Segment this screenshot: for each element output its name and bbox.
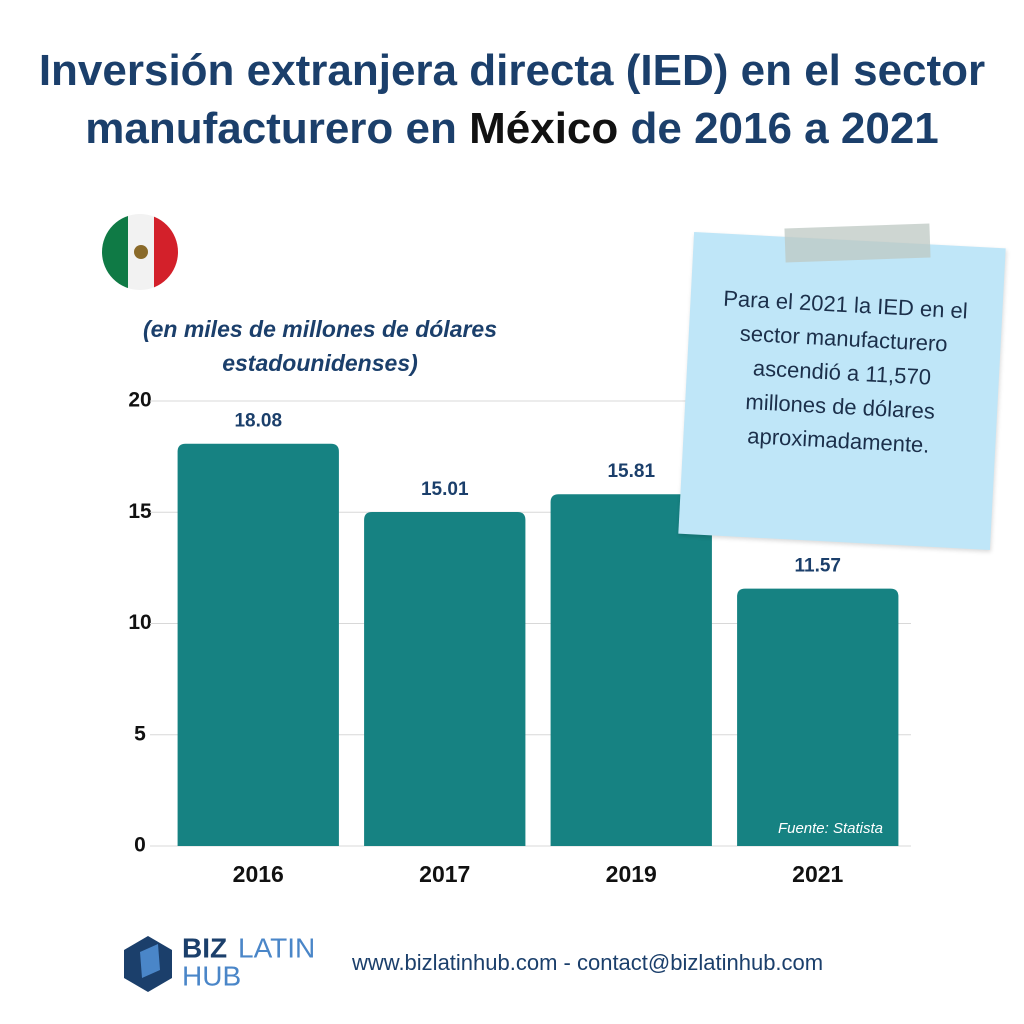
x-tick-label: 2021	[792, 861, 843, 887]
mexico-flag	[102, 214, 178, 290]
note-text: Para el 2021 la IED en el sector manufac…	[722, 285, 969, 458]
value-label: 15.01	[421, 479, 469, 500]
y-tick-label: 0	[134, 834, 146, 857]
bar	[177, 443, 339, 846]
source: Fuente: Statista	[778, 820, 883, 837]
bar	[364, 512, 526, 846]
logo-icon	[124, 936, 172, 992]
subtitle: (en miles de millones de dólares estadou…	[142, 316, 498, 376]
bar	[737, 588, 899, 846]
title-part: México	[469, 104, 619, 153]
y-tick-label: 5	[134, 722, 146, 745]
value-label: 11.57	[795, 556, 842, 577]
logo-biz: BIZ	[182, 932, 227, 963]
value-label: 15.81	[607, 461, 655, 482]
bar	[550, 494, 712, 846]
x-tick-label: 2019	[606, 861, 657, 887]
x-tick-label: 2017	[419, 861, 470, 887]
logo-hub: HUB	[182, 960, 241, 991]
title-part: Inversión extranjera directa (IED) en el…	[38, 46, 986, 153]
x-tick-label: 2016	[233, 861, 284, 887]
y-tick-label: 20	[128, 389, 151, 412]
value-label: 18.08	[234, 411, 282, 432]
title-part: de 2016 a 2021	[618, 104, 939, 153]
y-tick-label: 15	[128, 500, 152, 523]
logo-latin: LATIN	[238, 932, 315, 963]
note-tape	[784, 223, 931, 263]
note: Para el 2021 la IED en el sector manufac…	[678, 232, 1006, 550]
y-tick-label: 10	[128, 611, 151, 634]
footer-contact: www.bizlatinhub.com - contact@bizlatinhu…	[352, 950, 824, 975]
chart-title: Inversión extranjera directa (IED) en el…	[30, 42, 994, 158]
plot: 0 5 10 15 20 2016 18.08 2017 15.01 2019 15.81 2021 1…	[128, 389, 911, 887]
